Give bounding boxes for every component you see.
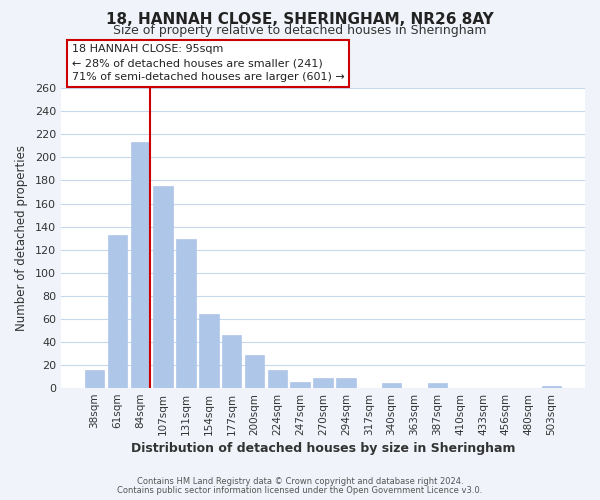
Text: Contains HM Land Registry data © Crown copyright and database right 2024.: Contains HM Land Registry data © Crown c… <box>137 477 463 486</box>
Text: Contains public sector information licensed under the Open Government Licence v3: Contains public sector information licen… <box>118 486 482 495</box>
Bar <box>199 314 218 388</box>
X-axis label: Distribution of detached houses by size in Sheringham: Distribution of detached houses by size … <box>131 442 515 455</box>
Bar <box>222 335 241 388</box>
Text: 18 HANNAH CLOSE: 95sqm
← 28% of detached houses are smaller (241)
71% of semi-de: 18 HANNAH CLOSE: 95sqm ← 28% of detached… <box>71 44 344 82</box>
Text: 18, HANNAH CLOSE, SHERINGHAM, NR26 8AY: 18, HANNAH CLOSE, SHERINGHAM, NR26 8AY <box>106 12 494 28</box>
Bar <box>313 378 333 388</box>
Text: Size of property relative to detached houses in Sheringham: Size of property relative to detached ho… <box>113 24 487 37</box>
Bar <box>268 370 287 388</box>
Bar <box>176 240 196 388</box>
Bar <box>85 370 104 388</box>
Bar <box>336 378 356 388</box>
Bar <box>131 142 150 388</box>
Bar <box>108 234 127 388</box>
Bar <box>382 384 401 388</box>
Bar <box>542 386 561 388</box>
Bar <box>290 382 310 388</box>
Bar <box>245 354 264 388</box>
Bar <box>428 384 447 388</box>
Bar <box>154 186 173 388</box>
Y-axis label: Number of detached properties: Number of detached properties <box>15 145 28 331</box>
